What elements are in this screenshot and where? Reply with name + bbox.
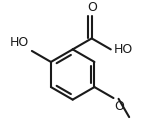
Text: HO: HO [9, 36, 29, 49]
Text: O: O [114, 100, 124, 113]
Text: HO: HO [114, 43, 133, 56]
Text: O: O [87, 1, 97, 14]
